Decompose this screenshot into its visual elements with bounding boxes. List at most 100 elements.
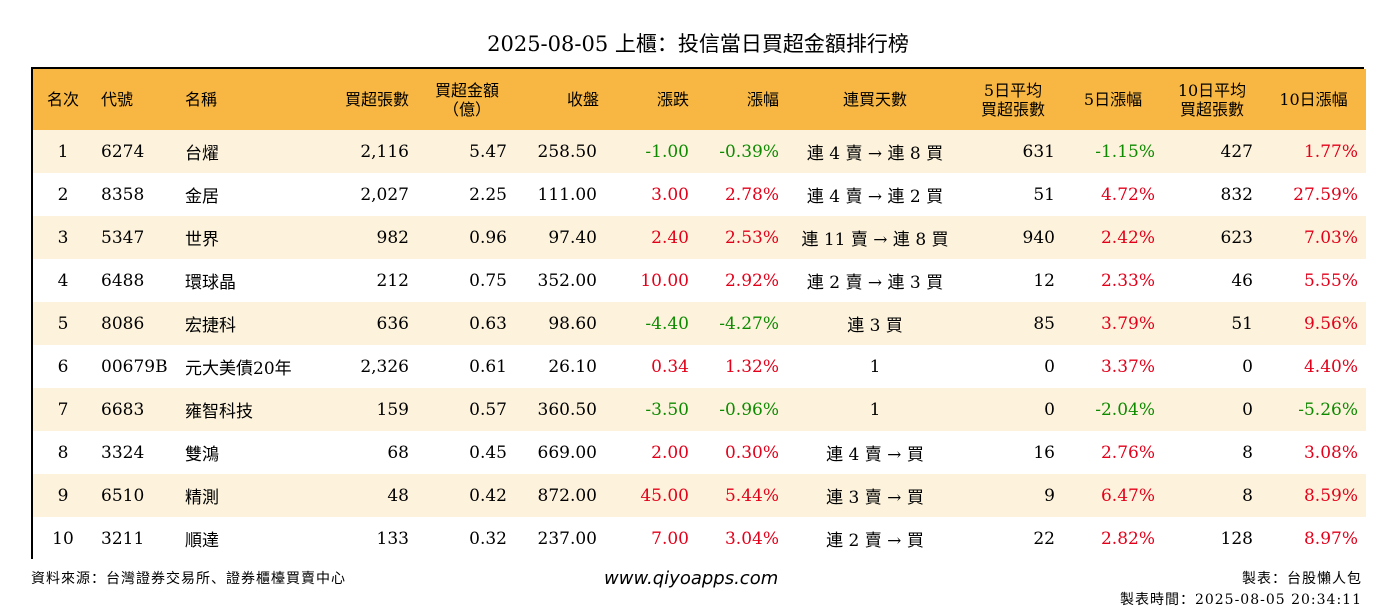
cell-streak: 1: [869, 399, 881, 420]
header-label: 5日漲幅: [1083, 90, 1143, 109]
header-buy-amount: 買超金額 （億）: [417, 69, 517, 130]
cell-rank: 10: [52, 528, 74, 549]
cell-avg5: 12: [1033, 270, 1055, 291]
cell-buy-amount: 0.32: [469, 528, 507, 549]
cell-pct5: 2.82%: [1100, 528, 1155, 549]
cell-streak: 連 4 賣 → 買: [826, 445, 924, 465]
cell-close: 360.50: [537, 399, 597, 420]
header-rank: 名次: [33, 69, 93, 130]
cell-code: 6274: [101, 141, 145, 162]
cell-close: 669.00: [537, 442, 597, 463]
cell-name: 精測: [185, 488, 219, 508]
cell-close: 352.00: [537, 270, 597, 291]
cell-buy-lots: 2,116: [360, 141, 409, 162]
cell-code: 8358: [101, 184, 145, 205]
header-label: 5日平均: [983, 80, 1043, 100]
cell-avg10: 0: [1242, 356, 1253, 377]
cell-name: 金居: [185, 187, 219, 207]
cell-pct10: 27.59%: [1293, 184, 1358, 205]
header-change: 漲跌: [607, 69, 697, 130]
cell-change: 2.40: [651, 227, 689, 248]
table-header-row: 名次 代號 名稱 買超張數 買超金額 （億） 收盤 漲跌 漲幅 連買天數 5日平均 買超張數 5日漲幅 1…: [33, 69, 1366, 130]
table-row: 8 3324 雙鴻 68 0.45 669.00 2.00 0.30% 連 4 賣 → 買 16 2…: [33, 431, 1366, 474]
data-source: 資料來源：台灣證券交易所、證券櫃檯買賣中心: [31, 571, 346, 587]
cell-pct5: 2.33%: [1100, 270, 1155, 291]
cell-change-pct: 1.32%: [724, 356, 779, 377]
table-row: 10 3211 順達 133 0.32 237.00 7.00 3.04% 連 2 賣 → 買 2…: [33, 517, 1366, 560]
cell-code: 6488: [101, 270, 145, 291]
cell-change: 0.34: [651, 356, 689, 377]
cell-name: 世界: [185, 230, 219, 250]
cell-avg10: 46: [1231, 270, 1253, 291]
cell-change: -1.00: [645, 141, 689, 162]
cell-code: 8086: [101, 313, 145, 334]
table-row: 1 6274 台燿 2,116 5.47 258.50 -1.00 -0.39% 連 4 賣 →…: [33, 130, 1366, 173]
cell-close: 26.10: [548, 356, 597, 377]
cell-buy-amount: 0.42: [469, 485, 507, 506]
cell-close: 111.00: [537, 184, 597, 205]
cell-change-pct: 3.04%: [724, 528, 779, 549]
cell-close: 97.40: [548, 227, 597, 248]
cell-avg5: 22: [1033, 528, 1055, 549]
cell-rank: 6: [57, 356, 69, 377]
cell-pct5: -1.15%: [1095, 141, 1155, 162]
cell-change-pct: -4.27%: [719, 313, 779, 334]
cell-streak: 連 4 賣 → 連 8 買: [806, 144, 944, 164]
cell-change: 10.00: [640, 270, 689, 291]
cell-name: 台燿: [185, 144, 219, 164]
header-label: 連買天數: [842, 90, 907, 109]
header-label: 10日平均: [1177, 80, 1247, 100]
cell-change-pct: 2.92%: [724, 270, 779, 291]
cell-pct10: 7.03%: [1303, 227, 1358, 248]
cell-buy-amount: 0.57: [469, 399, 507, 420]
cell-pct10: 9.56%: [1303, 313, 1358, 334]
header-label-line2: 買超張數: [980, 99, 1045, 119]
cell-avg5: 51: [1033, 184, 1055, 205]
header-label: 買超張數: [344, 90, 409, 109]
cell-name: 宏捷科: [185, 316, 236, 336]
cell-code: 00679B: [101, 356, 168, 377]
cell-buy-amount: 0.61: [469, 356, 507, 377]
cell-code: 3324: [101, 442, 145, 463]
cell-change-pct: 0.30%: [724, 442, 779, 463]
cell-rank: 8: [57, 442, 69, 463]
header-change-pct: 漲幅: [697, 69, 787, 130]
cell-buy-lots: 68: [387, 442, 409, 463]
cell-streak: 連 2 賣 → 連 3 買: [806, 273, 944, 293]
cell-avg10: 51: [1231, 313, 1253, 334]
cell-buy-lots: 48: [387, 485, 409, 506]
cell-avg5: 631: [1022, 141, 1055, 162]
cell-avg5: 9: [1044, 485, 1055, 506]
cell-buy-amount: 0.45: [469, 442, 507, 463]
cell-buy-amount: 2.25: [469, 184, 507, 205]
cell-avg5: 16: [1033, 442, 1055, 463]
cell-avg5: 0: [1044, 399, 1055, 420]
cell-close: 98.60: [548, 313, 597, 334]
header-label: 漲幅: [746, 90, 779, 109]
table-time: 製表時間：2025-08-05 20:34:11: [1119, 592, 1362, 608]
cell-streak: 連 3 賣 → 買: [826, 488, 924, 508]
cell-rank: 1: [57, 141, 69, 162]
cell-avg10: 8: [1242, 485, 1253, 506]
cell-avg10: 0: [1242, 399, 1253, 420]
cell-avg5: 85: [1033, 313, 1055, 334]
cell-buy-lots: 212: [376, 270, 409, 291]
cell-name: 雙鴻: [185, 445, 219, 465]
header-label: 名稱: [185, 90, 218, 109]
cell-change-pct: 2.53%: [724, 227, 779, 248]
header-code: 代號: [93, 69, 177, 130]
cell-buy-amount: 0.63: [469, 313, 507, 334]
table-row: 9 6510 精測 48 0.42 872.00 45.00 5.44% 連 3 賣 → 買 9 6…: [33, 474, 1366, 517]
table-author: 製表：台股懶人包: [1242, 571, 1362, 587]
cell-code: 6510: [101, 485, 145, 506]
cell-avg10: 427: [1220, 141, 1253, 162]
cell-buy-lots: 133: [376, 528, 409, 549]
header-avg10: 10日平均 買超張數: [1163, 69, 1261, 130]
website-link[interactable]: www.qiyoapps.com: [604, 568, 779, 589]
header-close: 收盤: [517, 69, 607, 130]
cell-buy-amount: 0.75: [469, 270, 507, 291]
header-buy-lots: 買超張數: [307, 69, 417, 130]
cell-rank: 7: [57, 399, 69, 420]
cell-name: 環球晶: [185, 273, 236, 293]
cell-change: 7.00: [651, 528, 689, 549]
